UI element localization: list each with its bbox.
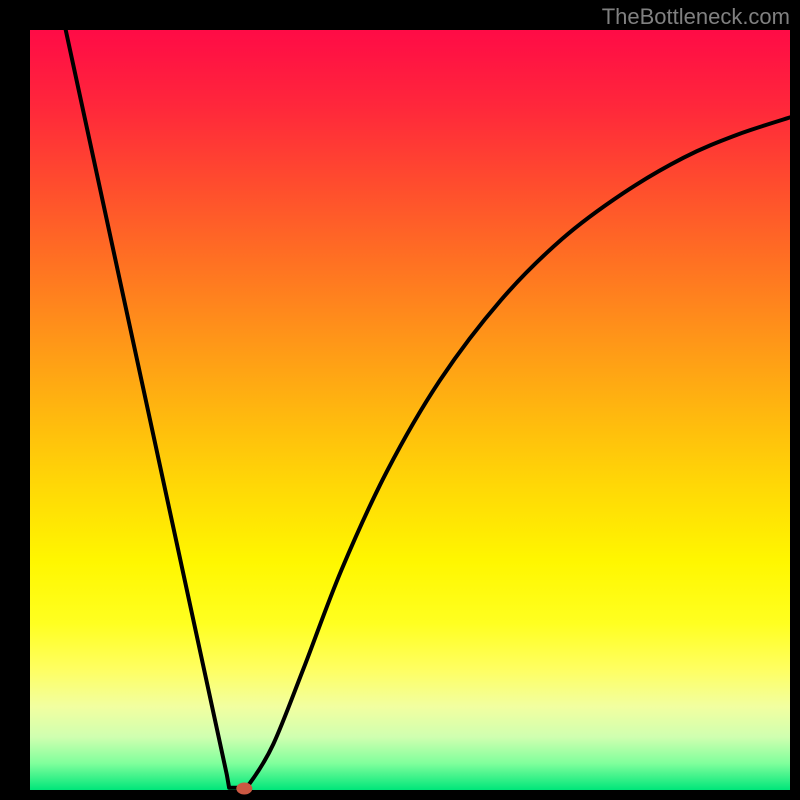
- bottleneck-chart: TheBottleneck.com: [0, 0, 800, 800]
- optimum-marker: [236, 782, 252, 794]
- watermark-text: TheBottleneck.com: [602, 4, 790, 30]
- gradient-plot-area: [30, 30, 790, 790]
- chart-svg: [0, 0, 800, 800]
